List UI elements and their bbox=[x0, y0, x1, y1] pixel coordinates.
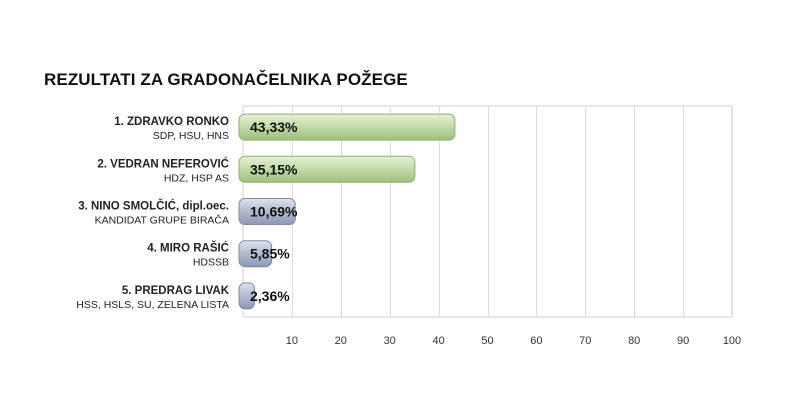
bar-value-label: 43,33% bbox=[250, 119, 298, 135]
bar bbox=[238, 240, 273, 268]
candidate-name: 4. MIRO RAŠIĆ bbox=[147, 242, 229, 255]
bar-value-label: 5,85% bbox=[250, 246, 290, 262]
bar bbox=[238, 198, 296, 225]
x-tick-label: 10 bbox=[286, 335, 298, 347]
grid bbox=[242, 105, 733, 318]
x-tick-label: 90 bbox=[677, 335, 689, 347]
bar bbox=[238, 155, 416, 183]
bar bbox=[238, 113, 456, 141]
bar-value-label: 2,36% bbox=[250, 288, 290, 304]
candidate-party: HDZ, HSP AS bbox=[164, 172, 229, 184]
candidate-party: HSS, HSLS, SU, ZELENA LISTA bbox=[76, 299, 229, 311]
candidate-party: KANDIDAT GRUPE BIRAČA bbox=[95, 214, 229, 227]
x-tick-label: 30 bbox=[384, 335, 396, 347]
candidate-party: SDP, HSU, HNS bbox=[153, 130, 229, 142]
candidate-name: 2. VEDRAN NEFEROVIĆ bbox=[97, 157, 229, 170]
category-labels: 1. ZDRAVKO RONKO SDP, HSU, HNS 2. VEDRAN N… bbox=[76, 116, 229, 311]
chart-title: REZULTATI ZA GRADONAČELNIKA POŽEGE bbox=[44, 70, 408, 89]
x-tick-label: 70 bbox=[579, 335, 591, 347]
candidate-name: 3. NINO SMOLČIĆ, dipl.oec. bbox=[78, 200, 229, 213]
x-tick-label: 100 bbox=[723, 335, 741, 347]
x-tick-label: 80 bbox=[628, 335, 640, 347]
x-tick-label: 60 bbox=[530, 335, 542, 347]
candidate-name: 5. PREDRAG LIVAK bbox=[122, 285, 230, 297]
candidate-party: HDSSB bbox=[193, 257, 229, 269]
bar bbox=[238, 282, 256, 310]
x-axis: 10 20 30 40 50 60 70 80 90 100 bbox=[286, 335, 741, 347]
x-tick-label: 20 bbox=[335, 335, 347, 347]
bar-value-label: 35,15% bbox=[250, 161, 298, 177]
bar-value-label: 10,69% bbox=[250, 204, 298, 220]
bars: 43,33% 35,15% 10,69% 5,85% 2,36% bbox=[238, 113, 456, 310]
x-tick-label: 50 bbox=[481, 335, 493, 347]
x-tick-label: 40 bbox=[432, 335, 444, 347]
candidate-name: 1. ZDRAVKO RONKO bbox=[114, 116, 229, 128]
